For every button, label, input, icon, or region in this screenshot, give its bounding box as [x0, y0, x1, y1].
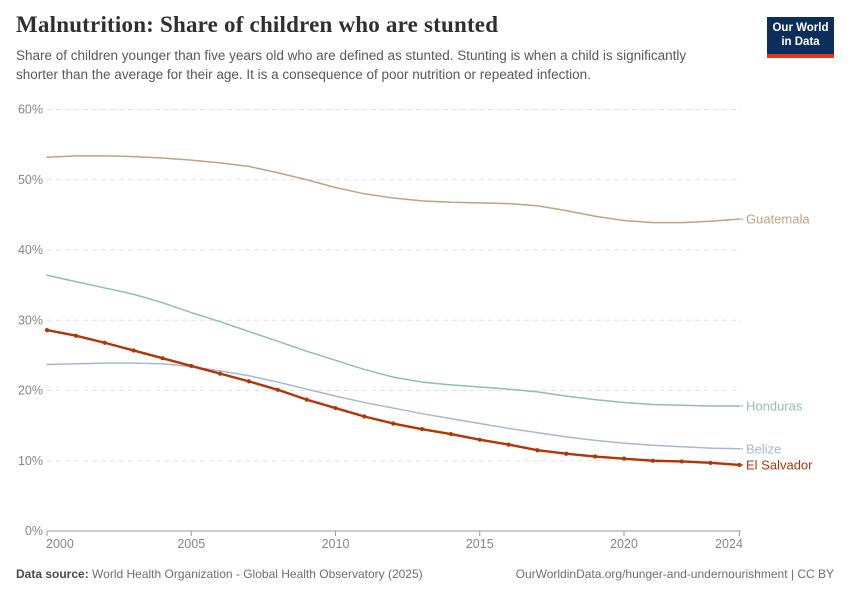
data-point-marker — [218, 371, 223, 376]
data-point-marker — [621, 456, 627, 461]
data-point-marker — [333, 405, 338, 411]
data-point-marker — [506, 442, 511, 447]
series-label-belize[interactable]: Belize — [746, 441, 781, 456]
x-tick-label: 2000 — [46, 537, 74, 551]
owid-logo-box: Our World in Data — [767, 17, 834, 55]
data-point-marker — [275, 387, 280, 392]
data-point-marker — [44, 327, 50, 333]
series-line-honduras[interactable] — [46, 274, 741, 407]
y-tick-label: 60% — [18, 103, 43, 117]
y-tick-label: 30% — [18, 313, 43, 327]
x-tick-label: 2015 — [466, 537, 494, 551]
series-line-guatemala[interactable] — [46, 155, 741, 224]
x-tick-label: 2024 — [715, 537, 743, 551]
chart-subtitle: Share of children younger than five year… — [16, 46, 756, 84]
chart-header: Malnutrition: Share of children who are … — [16, 12, 756, 84]
data-point-marker — [419, 427, 425, 432]
owid-logo-stripe — [767, 54, 834, 59]
subtitle-line-1: Share of children younger than five year… — [16, 48, 687, 63]
chart-footer: Data source: World Health Organization -… — [16, 567, 834, 581]
data-point-marker — [189, 363, 194, 369]
data-point-marker — [564, 451, 569, 456]
data-point-marker — [73, 333, 78, 338]
x-tick-label: 2010 — [322, 537, 350, 551]
data-point-marker — [448, 431, 453, 437]
y-tick-label: 40% — [18, 243, 43, 257]
data-point-marker — [708, 460, 713, 465]
data-point-marker — [160, 356, 165, 361]
y-tick-label: 50% — [18, 173, 43, 187]
owid-logo[interactable]: Our World in Data — [767, 17, 834, 59]
data-point-marker — [131, 348, 136, 353]
data-source-note: Data source: World Health Organization -… — [16, 567, 423, 581]
data-point-marker — [679, 459, 684, 464]
data-point-marker — [362, 414, 367, 419]
owid-logo-line-2: in Data — [781, 36, 820, 49]
series-line-belize[interactable] — [46, 362, 741, 450]
data-point-marker — [102, 340, 107, 345]
subtitle-line-2: shorter than the average for their age. … — [16, 67, 591, 83]
data-source-label: Data source: — [16, 567, 89, 581]
data-point-marker — [391, 421, 396, 426]
data-point-marker — [477, 437, 482, 442]
license-note: OurWorldinData.org/hunger-and-undernouri… — [515, 567, 834, 581]
data-point-marker — [304, 397, 309, 402]
data-source-text: World Health Organization - Global Healt… — [92, 567, 423, 581]
owid-logo-line-1: Our World — [772, 22, 829, 34]
y-tick-label: 20% — [18, 384, 43, 398]
series-label-guatemala[interactable]: Guatemala — [746, 212, 810, 227]
y-tick-label: 10% — [18, 454, 43, 468]
series-label-honduras[interactable]: Honduras — [746, 398, 803, 413]
series-label-el-salvador[interactable]: El Salvador — [746, 457, 813, 472]
data-point-marker — [593, 454, 598, 459]
data-point-marker — [535, 448, 540, 453]
page-title: Malnutrition: Share of children who are … — [16, 12, 499, 37]
data-point-marker — [246, 379, 252, 384]
x-tick-label: 2005 — [177, 537, 205, 551]
x-tick-label: 2020 — [610, 537, 638, 551]
y-tick-label: 0% — [25, 524, 43, 538]
data-point-marker — [737, 462, 742, 468]
data-point-marker — [650, 458, 655, 463]
